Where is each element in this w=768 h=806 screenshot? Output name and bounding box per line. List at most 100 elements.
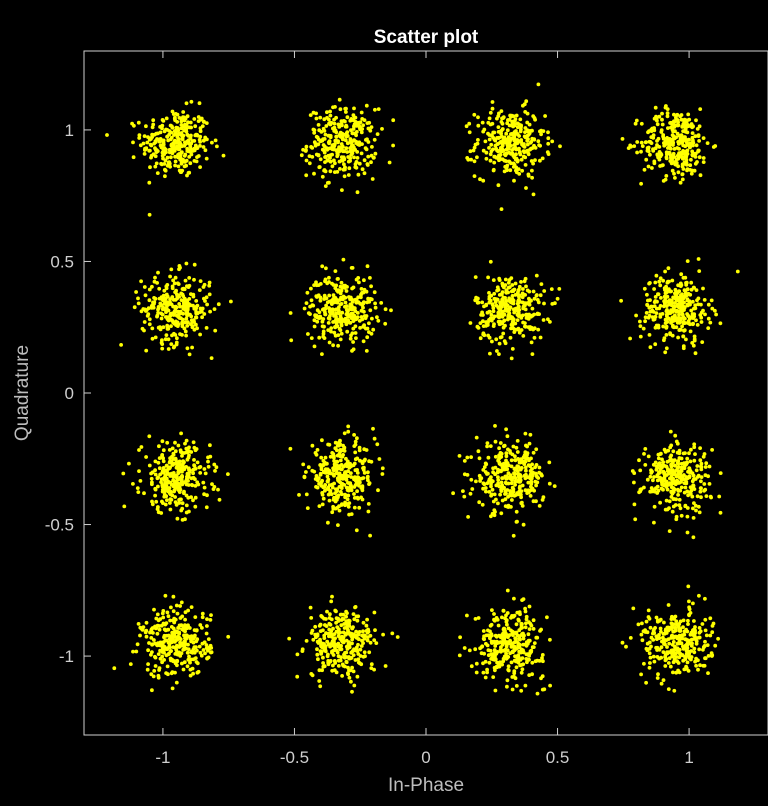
data-point bbox=[164, 286, 169, 291]
data-point bbox=[343, 495, 347, 500]
data-point bbox=[341, 443, 345, 448]
data-point bbox=[678, 180, 683, 185]
data-point bbox=[505, 317, 510, 322]
data-point bbox=[508, 139, 512, 143]
data-point bbox=[369, 284, 373, 289]
data-point bbox=[206, 464, 211, 469]
data-point bbox=[150, 499, 154, 504]
data-point bbox=[304, 158, 309, 163]
data-point bbox=[676, 335, 680, 340]
data-point bbox=[491, 675, 496, 679]
data-point bbox=[492, 612, 496, 616]
data-point bbox=[182, 326, 187, 331]
data-point bbox=[467, 130, 472, 135]
data-point bbox=[330, 649, 334, 654]
data-point bbox=[332, 473, 336, 478]
data-point bbox=[322, 117, 327, 122]
data-point bbox=[354, 528, 359, 533]
data-point bbox=[315, 485, 320, 490]
data-point bbox=[493, 688, 498, 693]
data-point bbox=[509, 144, 513, 148]
data-point bbox=[497, 153, 501, 158]
data-point bbox=[663, 269, 667, 274]
data-point bbox=[685, 130, 690, 135]
data-point bbox=[496, 623, 501, 628]
data-point bbox=[168, 501, 172, 505]
data-point bbox=[528, 494, 533, 498]
data-point bbox=[131, 482, 135, 486]
data-point bbox=[657, 114, 662, 119]
data-point bbox=[318, 282, 323, 286]
data-point bbox=[198, 332, 203, 337]
data-point bbox=[643, 315, 648, 320]
data-point bbox=[144, 124, 148, 129]
data-point bbox=[179, 119, 184, 124]
data-point bbox=[338, 458, 343, 463]
data-point bbox=[477, 456, 482, 461]
data-point bbox=[528, 432, 533, 437]
data-point bbox=[528, 473, 533, 478]
data-point bbox=[332, 330, 337, 335]
data-point bbox=[503, 151, 508, 156]
data-point bbox=[514, 129, 518, 133]
data-point bbox=[663, 664, 668, 668]
data-point bbox=[702, 298, 707, 302]
data-point bbox=[170, 657, 175, 662]
data-point bbox=[327, 139, 332, 144]
data-point bbox=[333, 440, 338, 445]
data-point bbox=[362, 471, 367, 475]
data-point bbox=[501, 325, 506, 330]
data-point bbox=[363, 457, 367, 462]
data-point bbox=[175, 474, 179, 479]
data-point bbox=[336, 654, 341, 659]
data-point bbox=[154, 150, 159, 155]
data-point bbox=[683, 149, 688, 154]
data-point bbox=[350, 151, 355, 156]
data-point bbox=[521, 334, 526, 338]
data-point bbox=[527, 289, 532, 294]
data-point bbox=[164, 484, 169, 488]
data-point bbox=[160, 307, 165, 312]
data-point bbox=[158, 301, 163, 306]
data-point bbox=[496, 478, 501, 482]
data-point bbox=[539, 282, 544, 286]
data-point bbox=[305, 506, 310, 510]
data-point bbox=[320, 147, 325, 152]
data-point bbox=[699, 315, 704, 320]
data-point bbox=[661, 639, 666, 643]
data-point bbox=[330, 281, 334, 286]
data-point bbox=[198, 471, 203, 475]
data-point bbox=[165, 323, 170, 328]
data-point bbox=[674, 439, 679, 444]
data-point bbox=[345, 150, 350, 154]
data-point bbox=[362, 447, 367, 452]
data-point bbox=[522, 150, 527, 155]
data-point bbox=[656, 488, 661, 493]
data-point bbox=[489, 475, 493, 479]
data-point bbox=[498, 441, 503, 445]
data-point bbox=[462, 459, 467, 463]
data-point bbox=[662, 338, 666, 343]
data-point bbox=[481, 178, 486, 183]
data-point bbox=[651, 462, 656, 467]
data-point bbox=[332, 142, 337, 147]
data-point bbox=[171, 638, 176, 643]
data-point bbox=[695, 323, 700, 327]
data-point bbox=[519, 157, 524, 162]
data-point bbox=[323, 312, 328, 317]
data-point bbox=[354, 635, 359, 640]
data-point bbox=[707, 482, 712, 486]
data-point bbox=[310, 155, 315, 159]
data-point bbox=[509, 152, 513, 156]
data-point bbox=[304, 492, 309, 497]
data-point bbox=[555, 296, 560, 301]
data-point bbox=[693, 452, 697, 456]
data-point bbox=[155, 612, 160, 617]
data-point bbox=[523, 301, 528, 306]
data-point bbox=[632, 502, 637, 507]
data-point bbox=[193, 477, 197, 481]
data-point bbox=[380, 126, 384, 131]
data-point bbox=[481, 670, 486, 675]
data-point bbox=[666, 126, 670, 130]
data-point bbox=[344, 614, 348, 619]
